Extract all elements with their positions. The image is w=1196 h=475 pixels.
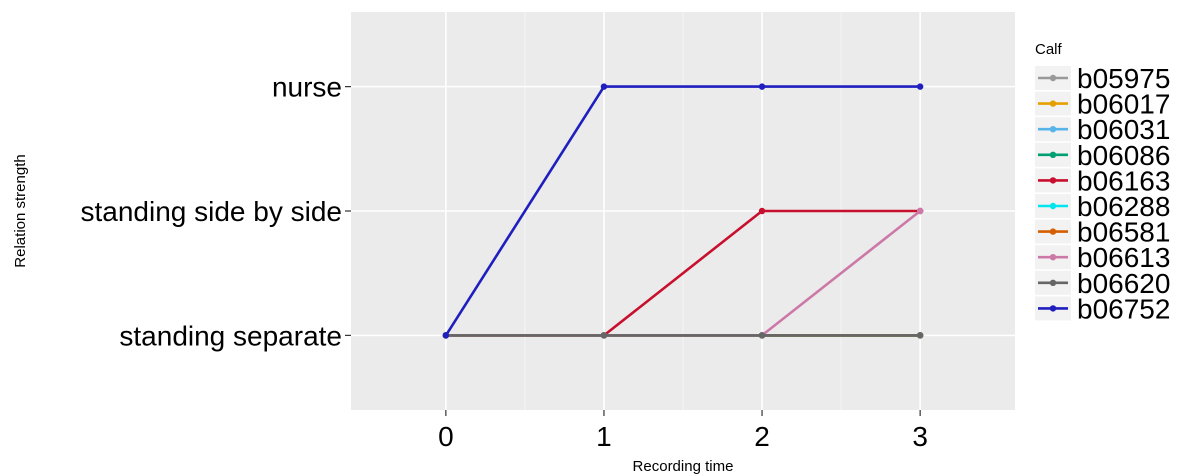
legend-key-point (1049, 151, 1057, 158)
data-point-b06620 (758, 332, 766, 339)
legend-label: b06581 (1077, 217, 1170, 248)
data-point-b06620 (916, 332, 924, 339)
legend-key-point (1049, 305, 1057, 312)
legend-label: b06613 (1077, 242, 1170, 273)
legend: Calf b05975b06017b06031b06086b06163b0628… (1035, 41, 1170, 324)
y-tick-label: standing separate (119, 320, 342, 351)
x-tick-label: 2 (754, 421, 770, 452)
legend-key-point (1049, 100, 1057, 107)
legend-key-point (1049, 202, 1057, 210)
legend-label: b05975 (1077, 63, 1170, 94)
legend-label: b06017 (1077, 89, 1170, 120)
series-line-b06752 (444, 85, 921, 337)
x-axis-label: Recording time (633, 458, 734, 475)
data-point-b06752 (758, 83, 766, 90)
legend-key-point (1049, 279, 1057, 286)
x-tick-label: 0 (438, 421, 454, 452)
x-axis: 0 1 2 3 (438, 410, 928, 452)
data-point-b06752 (600, 83, 608, 90)
legend-key-point (1049, 254, 1057, 261)
legend-label: b06163 (1077, 165, 1170, 196)
legend-key-point (1049, 177, 1057, 184)
x-tick-label: 3 (912, 421, 928, 452)
x-tick-label: 1 (596, 421, 612, 452)
legend-key-point (1049, 228, 1057, 235)
data-point-b06613 (916, 207, 924, 215)
legend-label: b06288 (1077, 191, 1170, 222)
legend-key-point (1049, 74, 1057, 82)
data-point-b06620 (600, 332, 608, 339)
legend-label: b06031 (1077, 114, 1170, 145)
data-point-b06163 (758, 207, 766, 215)
legend-label: b06752 (1077, 293, 1170, 324)
y-tick-label: standing side by side (80, 196, 342, 227)
data-point-b06752 (916, 83, 924, 90)
legend-title: Calf (1035, 41, 1063, 58)
y-tick-label: nurse (272, 72, 342, 103)
y-axis: standing separate standing side by side nu… (80, 72, 351, 351)
legend-label: b06620 (1077, 268, 1170, 299)
y-axis-label: Relation strength (12, 154, 29, 267)
series-layer (442, 83, 924, 339)
legend-key-point (1049, 126, 1057, 133)
data-point-b06752 (442, 332, 450, 339)
legend-label: b06086 (1077, 140, 1170, 171)
